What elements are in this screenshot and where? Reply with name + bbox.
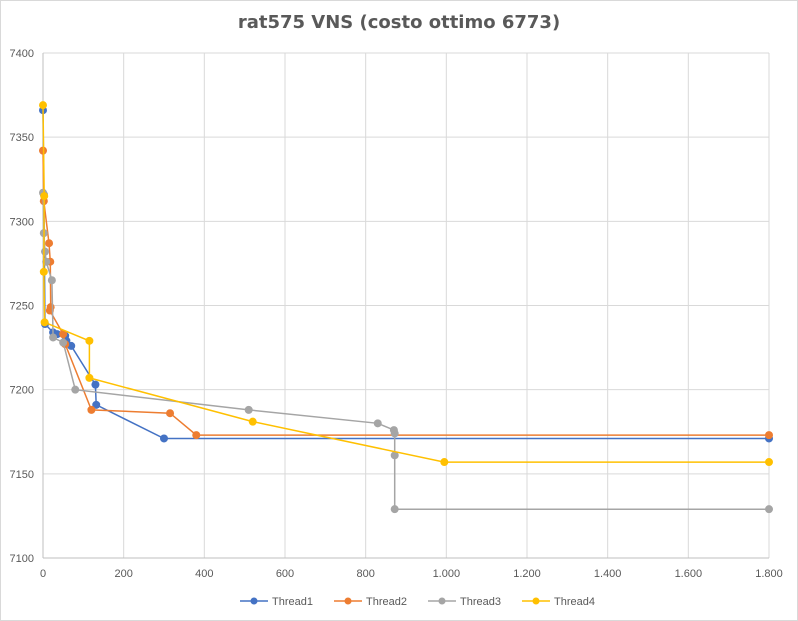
data-point: [40, 318, 49, 327]
data-point: [390, 505, 399, 514]
legend-marker: [438, 597, 446, 605]
data-point: [765, 431, 773, 440]
series-line: [42, 105, 769, 463]
x-tick-label: 1.200: [513, 568, 541, 580]
data-point: [41, 247, 50, 256]
data-point: [373, 419, 382, 428]
series-thread2: [39, 146, 773, 440]
y-tick-label: 7300: [10, 216, 34, 228]
x-tick-label: 1.800: [755, 568, 783, 580]
data-point: [166, 409, 175, 418]
data-point: [390, 429, 399, 438]
x-tick-label: 1.600: [675, 568, 703, 580]
data-point: [39, 267, 48, 276]
data-point: [160, 434, 168, 443]
series-thread1: [39, 106, 773, 443]
data-point: [85, 373, 94, 382]
series-line: [42, 150, 769, 436]
data-point: [765, 505, 773, 514]
legend-item-thread1: Thread1: [240, 596, 313, 608]
legend-label: Thread4: [554, 596, 595, 608]
legend-item-thread4: Thread4: [522, 596, 595, 608]
legend-item-thread2: Thread2: [334, 596, 407, 608]
x-tick-label: 600: [276, 568, 294, 580]
data-point: [390, 451, 399, 460]
data-point: [248, 417, 257, 426]
legend-item-thread3: Thread3: [428, 596, 501, 608]
data-point: [91, 380, 100, 389]
x-tick-label: 0: [40, 568, 46, 580]
data-point: [92, 400, 101, 409]
y-tick-label: 7250: [10, 301, 34, 313]
y-tick-label: 7200: [10, 385, 34, 397]
data-point: [47, 276, 56, 285]
legend-marker: [250, 597, 258, 605]
data-point: [244, 405, 253, 414]
data-point: [71, 385, 80, 394]
series-thread4: [39, 101, 773, 467]
data-point: [67, 341, 76, 350]
legend-label: Thread1: [272, 596, 313, 608]
data-point: [85, 336, 94, 345]
data-point: [40, 192, 49, 201]
x-tick-label: 1.000: [433, 568, 461, 580]
series-thread3: [39, 188, 773, 514]
x-tick-label: 1.400: [594, 568, 622, 580]
y-tick-label: 7150: [10, 469, 34, 481]
legend-marker: [344, 597, 352, 605]
y-tick-label: 7350: [10, 132, 34, 144]
gridlines: [43, 52, 770, 558]
chart-title: rat575 VNS (costo ottimo 6773): [237, 12, 561, 33]
x-tick-label: 400: [195, 568, 213, 580]
data-point: [39, 101, 47, 110]
data-point: [49, 333, 58, 342]
legend-marker: [532, 597, 540, 605]
data-point: [192, 431, 201, 440]
legend: Thread1 Thread2 Thread3 Thread4: [240, 596, 595, 608]
data-point: [45, 239, 54, 248]
tick-labels: 0 200 400 600 800 1.000 1.200 1.400 1.600 1.800 71…: [10, 48, 783, 580]
legend-label: Thread3: [460, 596, 501, 608]
y-tick-label: 7400: [10, 48, 34, 60]
x-tick-label: 800: [356, 568, 374, 580]
legend-label: Thread2: [366, 596, 407, 608]
series-group: [39, 101, 773, 514]
data-point: [59, 330, 68, 339]
data-point: [59, 338, 68, 347]
x-tick-label: 200: [114, 568, 132, 580]
data-point: [440, 458, 449, 467]
data-point: [765, 458, 773, 467]
y-tick-label: 7100: [10, 553, 34, 565]
data-point: [87, 405, 96, 414]
